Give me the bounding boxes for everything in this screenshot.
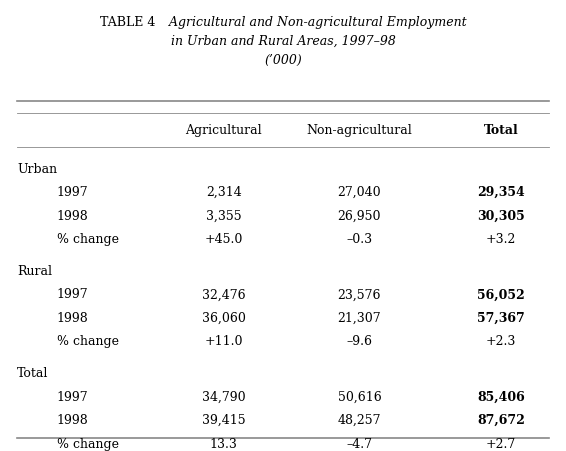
Text: Rural: Rural	[17, 264, 52, 277]
Text: +3.2: +3.2	[486, 233, 516, 246]
Text: Agricultural: Agricultural	[185, 124, 262, 137]
Text: 50,616: 50,616	[337, 390, 381, 403]
Text: +2.7: +2.7	[486, 437, 516, 450]
Text: 85,406: 85,406	[477, 390, 525, 403]
Text: 13.3: 13.3	[209, 437, 238, 450]
Text: 2,314: 2,314	[205, 186, 242, 199]
Text: 32,476: 32,476	[201, 288, 246, 301]
Text: 30,305: 30,305	[477, 209, 525, 222]
Text: 87,672: 87,672	[477, 413, 525, 426]
Text: +45.0: +45.0	[204, 233, 243, 246]
Text: +2.3: +2.3	[486, 335, 516, 348]
Text: Non-agricultural: Non-agricultural	[307, 124, 412, 137]
Text: 34,790: 34,790	[201, 390, 246, 403]
Text: –9.6: –9.6	[346, 335, 372, 348]
Text: 1997: 1997	[57, 288, 88, 301]
Text: +11.0: +11.0	[204, 335, 243, 348]
Text: 1998: 1998	[57, 311, 88, 324]
Text: Urban: Urban	[17, 162, 57, 175]
Text: –0.3: –0.3	[346, 233, 372, 246]
Text: % change: % change	[57, 437, 119, 450]
Text: in Urban and Rural Areas, 1997–98: in Urban and Rural Areas, 1997–98	[170, 35, 396, 48]
Text: –4.7: –4.7	[346, 437, 372, 450]
Text: Total: Total	[483, 124, 518, 137]
Text: 21,307: 21,307	[337, 311, 381, 324]
Text: 1997: 1997	[57, 186, 88, 199]
Text: TABLE 4: TABLE 4	[100, 16, 156, 29]
Text: 57,367: 57,367	[477, 311, 525, 324]
Text: 48,257: 48,257	[338, 413, 381, 426]
Text: % change: % change	[57, 233, 119, 246]
Text: 23,576: 23,576	[338, 288, 381, 301]
Text: 26,950: 26,950	[338, 209, 381, 222]
Text: 1998: 1998	[57, 413, 88, 426]
Text: (’000): (’000)	[264, 54, 302, 67]
Text: % change: % change	[57, 335, 119, 348]
Text: 56,052: 56,052	[477, 288, 525, 301]
Text: Total: Total	[17, 366, 48, 379]
Text: 1998: 1998	[57, 209, 88, 222]
Text: 1997: 1997	[57, 390, 88, 403]
Text: 36,060: 36,060	[201, 311, 246, 324]
Text: 29,354: 29,354	[477, 186, 525, 199]
Text: 39,415: 39,415	[201, 413, 246, 426]
Text: 27,040: 27,040	[337, 186, 381, 199]
Text: 3,355: 3,355	[206, 209, 241, 222]
Text: Agricultural and Non-agricultural Employment: Agricultural and Non-agricultural Employ…	[161, 16, 467, 29]
